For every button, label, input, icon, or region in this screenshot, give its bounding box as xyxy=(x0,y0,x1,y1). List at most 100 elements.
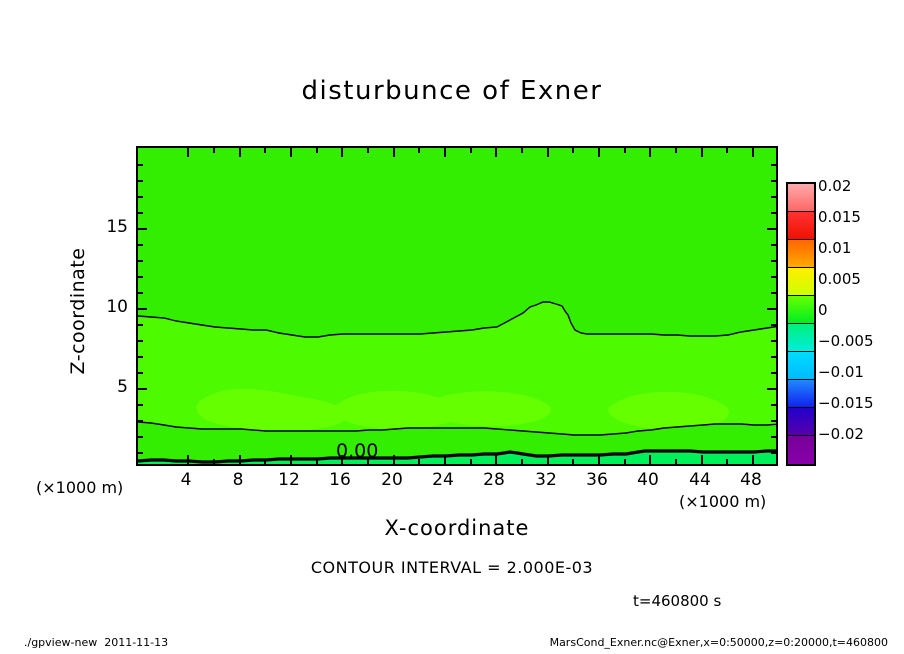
x-top-tick-8 xyxy=(239,148,241,157)
y-tick-minor-13 xyxy=(138,260,143,262)
y-tick-minor-4 xyxy=(138,404,143,406)
y-ticklabel-10: 10 xyxy=(106,297,128,317)
colorbar-label-3: 0.005 xyxy=(818,270,861,288)
x-tick-4 xyxy=(187,455,189,464)
y-tick-minor-17 xyxy=(138,196,143,198)
x-ticklabel-9: 40 xyxy=(637,470,659,490)
y-right-tick-minor-11 xyxy=(771,292,776,294)
x-top-tick-40 xyxy=(649,148,651,157)
y-tick-minor-9 xyxy=(138,324,143,326)
colorbar-segment-3 xyxy=(788,268,814,296)
fill-blob-right xyxy=(608,391,729,430)
y-right-tick-minor-9 xyxy=(771,324,776,326)
fill-blob-left xyxy=(196,388,348,431)
x-tick-28 xyxy=(495,455,497,464)
contour-line-zero xyxy=(138,449,776,464)
y-right-tick-minor-14 xyxy=(771,244,776,246)
x-top-tick-36 xyxy=(598,148,600,157)
y-tick-minor-14 xyxy=(138,244,143,246)
y-tick-minor-16 xyxy=(138,212,143,214)
y-right-tick-15 xyxy=(767,228,776,230)
x-tick-24 xyxy=(444,455,446,464)
page-title: disturbunce of Exner xyxy=(301,76,603,106)
colorbar-label-4: 0 xyxy=(818,301,828,319)
x-axis-unit-left: (×1000 m) xyxy=(36,478,124,497)
y-right-tick-minor-13 xyxy=(771,260,776,262)
x-top-tick-minor-46 xyxy=(726,148,728,153)
x-tick-minor-38 xyxy=(624,459,626,464)
y-tick-minor-11 xyxy=(138,292,143,294)
y-right-tick-minor-16 xyxy=(771,212,776,214)
x-top-tick-32 xyxy=(547,148,549,157)
x-top-tick-minor-42 xyxy=(675,148,677,153)
x-top-tick-minor-38 xyxy=(624,148,626,153)
y-right-tick-minor-1 xyxy=(771,452,776,454)
x-ticklabel-4: 20 xyxy=(381,470,403,490)
x-tick-48 xyxy=(752,455,754,464)
colorbar-segment-4 xyxy=(788,296,814,324)
contour-label-zero: 0.00 xyxy=(336,440,379,462)
x-tick-minor-18 xyxy=(367,459,369,464)
x-tick-32 xyxy=(547,455,549,464)
x-top-tick-minor-18 xyxy=(367,148,369,153)
x-tick-20 xyxy=(393,455,395,464)
colorbar-segment-0 xyxy=(788,184,814,212)
y-tick-minor-12 xyxy=(138,276,143,278)
y-right-tick-minor-19 xyxy=(771,164,776,166)
colorbar xyxy=(786,182,816,466)
x-ticklabel-1: 8 xyxy=(232,470,244,490)
x-ticklabel-7: 32 xyxy=(535,470,557,490)
x-top-tick-48 xyxy=(752,148,754,157)
colorbar-label-5: −0.005 xyxy=(818,332,874,350)
y-right-tick-minor-8 xyxy=(771,340,776,342)
x-top-tick-28 xyxy=(495,148,497,157)
y-right-tick-5 xyxy=(767,388,776,390)
x-ticklabel-5: 24 xyxy=(432,470,454,490)
colorbar-label-6: −0.01 xyxy=(818,363,864,381)
x-tick-minor-34 xyxy=(572,459,574,464)
x-top-tick-minor-10 xyxy=(264,148,266,153)
y-tick-minor-1 xyxy=(138,452,143,454)
y-ticklabel-15: 15 xyxy=(106,217,128,237)
y-right-tick-minor-18 xyxy=(771,180,776,182)
x-axis-title: X-coordinate xyxy=(384,516,530,540)
time-annotation: t=460800 s xyxy=(633,592,722,610)
x-tick-44 xyxy=(701,455,703,464)
fill-band-base xyxy=(138,451,776,464)
x-ticklabel-8: 36 xyxy=(586,470,608,490)
colorbar-label-7: −0.015 xyxy=(818,394,874,412)
colorbar-segment-9 xyxy=(788,436,814,464)
x-top-tick-24 xyxy=(444,148,446,157)
x-top-tick-20 xyxy=(393,148,395,157)
x-top-tick-44 xyxy=(701,148,703,157)
colorbar-segment-6 xyxy=(788,352,814,380)
y-right-tick-minor-2 xyxy=(771,436,776,438)
y-right-tick-minor-4 xyxy=(771,404,776,406)
footer-dataset: MarsCond_Exner.nc@Exner,x=0:50000,z=0:20… xyxy=(549,636,888,649)
y-tick-10 xyxy=(138,308,147,310)
x-tick-minor-46 xyxy=(726,459,728,464)
contour-interval-annotation: CONTOUR INTERVAL = 2.000E-03 xyxy=(310,558,594,577)
x-top-tick-minor-22 xyxy=(418,148,420,153)
colorbar-segment-2 xyxy=(788,240,814,268)
x-ticklabel-0: 4 xyxy=(180,470,192,490)
x-top-tick-4 xyxy=(187,148,189,157)
y-tick-15 xyxy=(138,228,147,230)
x-top-tick-minor-26 xyxy=(470,148,472,153)
x-top-tick-12 xyxy=(290,148,292,157)
x-ticklabel-3: 16 xyxy=(329,470,351,490)
x-tick-12 xyxy=(290,455,292,464)
x-top-tick-minor-34 xyxy=(572,148,574,153)
x-top-tick-16 xyxy=(341,148,343,157)
y-right-tick-minor-7 xyxy=(771,356,776,358)
colorbar-label-1: 0.015 xyxy=(818,208,861,226)
contour-plot-area xyxy=(136,146,778,466)
y-ticklabel-5: 5 xyxy=(117,377,128,397)
colorbar-segment-8 xyxy=(788,408,814,436)
x-tick-40 xyxy=(649,455,651,464)
colorbar-label-2: 0.01 xyxy=(818,239,852,257)
x-tick-minor-10 xyxy=(264,459,266,464)
contour-line-lower xyxy=(138,421,776,436)
x-tick-minor-26 xyxy=(470,459,472,464)
